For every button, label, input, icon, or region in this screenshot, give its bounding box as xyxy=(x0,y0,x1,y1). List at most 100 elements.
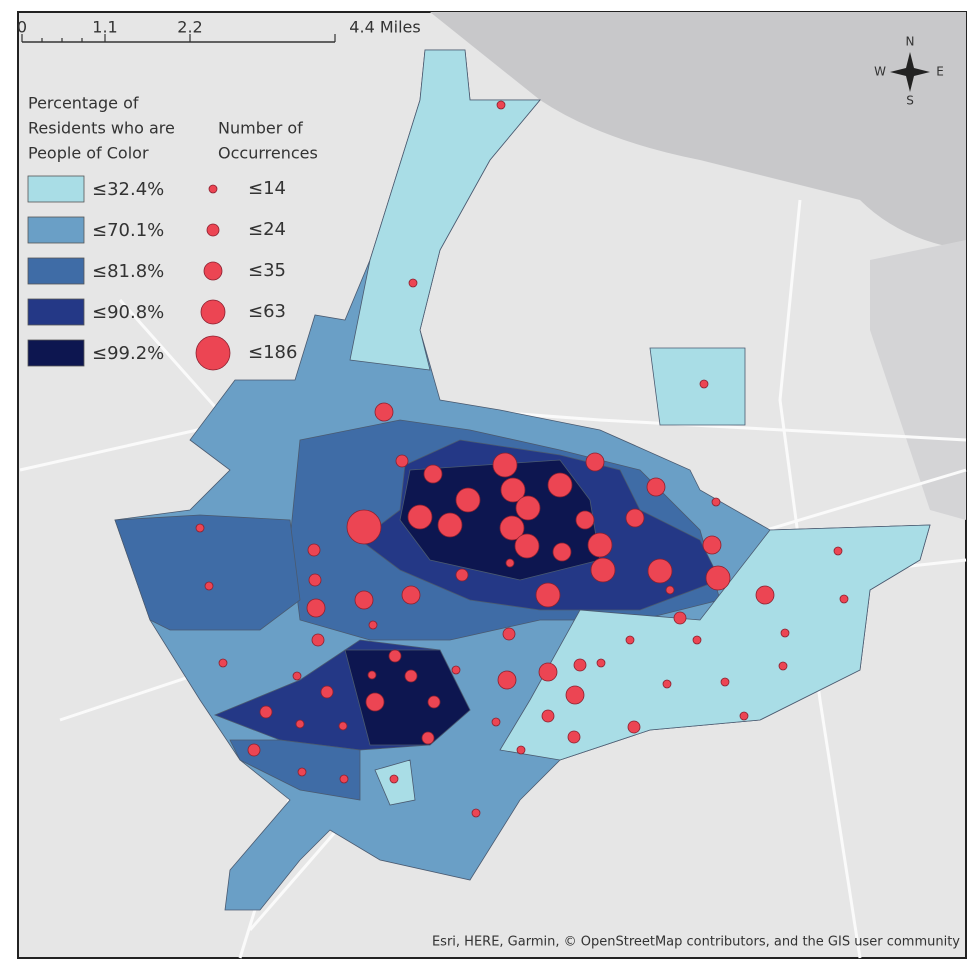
occurrence-symbol xyxy=(297,767,307,777)
occurrence-symbol xyxy=(308,573,322,587)
occurrence-symbol xyxy=(307,543,321,557)
occurrence-symbol xyxy=(839,594,849,604)
occurrence-symbol xyxy=(755,585,775,605)
occurrence-symbol xyxy=(647,558,673,584)
occurrence-symbol xyxy=(395,454,409,468)
district xyxy=(649,347,746,426)
occurrence-symbol xyxy=(218,658,228,668)
district xyxy=(114,514,301,631)
lake xyxy=(430,12,966,250)
legend-label: ≤35 xyxy=(248,260,286,281)
occurrence-symbol xyxy=(625,635,635,645)
occurrence-symbol xyxy=(320,685,334,699)
bay xyxy=(870,240,966,520)
occurrence-symbol xyxy=(673,611,687,625)
occurrence-symbol xyxy=(625,508,645,528)
legend-label: ≤32.4% xyxy=(92,179,164,200)
occurrence-symbol xyxy=(575,510,595,530)
legend-title: People of Color xyxy=(28,144,149,163)
compass-n: N xyxy=(906,35,915,49)
legend-swatch xyxy=(27,216,85,244)
occurrence-symbol xyxy=(368,620,378,630)
occurrence-symbol xyxy=(451,665,461,675)
occurrence-symbol xyxy=(408,278,418,288)
districts xyxy=(114,49,931,911)
scale-label: 2.2 xyxy=(177,18,202,37)
scale-label: 4.4 Miles xyxy=(349,18,420,37)
occurrence-symbol xyxy=(514,533,540,559)
occurrence-symbol xyxy=(295,719,305,729)
legend-swatch xyxy=(27,175,85,203)
occurrence-symbol xyxy=(552,542,572,562)
legend-label: ≤99.2% xyxy=(92,343,164,364)
occurrence-symbol xyxy=(389,774,399,784)
legend-title: Residents who are xyxy=(28,119,175,138)
attribution: Esri, HERE, Garmin, © OpenStreetMap cont… xyxy=(432,935,960,950)
legend-symbol xyxy=(208,184,218,194)
occurrence-symbol xyxy=(455,487,481,513)
occurrence-symbol xyxy=(535,582,561,608)
occurrence-symbol xyxy=(547,472,573,498)
occurrence-symbol xyxy=(646,477,666,497)
occurrence-symbol xyxy=(499,515,525,541)
occurrence-symbol xyxy=(338,721,348,731)
occurrence-symbol xyxy=(541,709,555,723)
legend-label: ≤186 xyxy=(248,342,297,363)
occurrence-symbol xyxy=(567,730,581,744)
legend-title: Number of xyxy=(218,119,303,138)
legend-label: ≤14 xyxy=(248,178,286,199)
scale-label: 0 xyxy=(17,18,27,37)
occurrence-symbol xyxy=(538,662,558,682)
compass-s: S xyxy=(906,94,914,108)
compass-w: W xyxy=(874,65,886,79)
occurrence-symbol xyxy=(587,532,613,558)
occurrence-symbol xyxy=(491,717,501,727)
occurrence-symbol xyxy=(437,512,463,538)
occurrence-symbol xyxy=(497,670,517,690)
occurrence-symbol xyxy=(702,535,722,555)
occurrence-symbol xyxy=(204,581,214,591)
occurrence-symbol xyxy=(401,585,421,605)
legend-symbol xyxy=(195,335,231,371)
occurrence-symbol xyxy=(404,669,418,683)
legend-swatch xyxy=(27,298,85,326)
occurrence-symbol xyxy=(711,497,721,507)
legend-swatch xyxy=(27,257,85,285)
legend-swatch xyxy=(27,339,85,367)
occurrence-symbol xyxy=(455,568,469,582)
occurrence-symbol xyxy=(427,695,441,709)
occurrence-symbol xyxy=(247,743,261,757)
legend-title: Percentage of xyxy=(28,94,139,113)
occurrence-symbol xyxy=(833,546,843,556)
occurrence-symbol xyxy=(374,402,394,422)
occurrence-symbol xyxy=(259,705,273,719)
legend-label: ≤90.8% xyxy=(92,302,164,323)
district xyxy=(229,739,361,801)
district xyxy=(344,649,471,746)
occurrence-symbol xyxy=(311,633,325,647)
occurrence-symbol xyxy=(423,464,443,484)
occurrence-symbols xyxy=(195,100,849,818)
scale-label: 1.1 xyxy=(92,18,117,37)
occurrence-symbol xyxy=(306,598,326,618)
occurrence-symbol xyxy=(388,649,402,663)
occurrence-symbol xyxy=(778,661,788,671)
occurrence-symbol xyxy=(492,452,518,478)
occurrence-symbol xyxy=(365,692,385,712)
occurrence-symbol xyxy=(585,452,605,472)
legend-symbol xyxy=(203,261,223,281)
occurrence-symbol xyxy=(500,477,526,503)
occurrence-symbol xyxy=(496,100,506,110)
occurrence-symbol xyxy=(346,509,382,545)
occurrence-symbol xyxy=(699,379,709,389)
occurrence-symbol xyxy=(627,720,641,734)
occurrence-symbol xyxy=(662,679,672,689)
occurrence-symbol xyxy=(471,808,481,818)
compass: N S E W xyxy=(874,35,944,108)
occurrence-symbol xyxy=(590,557,616,583)
occurrence-symbol xyxy=(407,504,433,530)
occurrence-symbol xyxy=(705,565,731,591)
legend-label: ≤24 xyxy=(248,219,286,240)
occurrence-symbol xyxy=(739,711,749,721)
